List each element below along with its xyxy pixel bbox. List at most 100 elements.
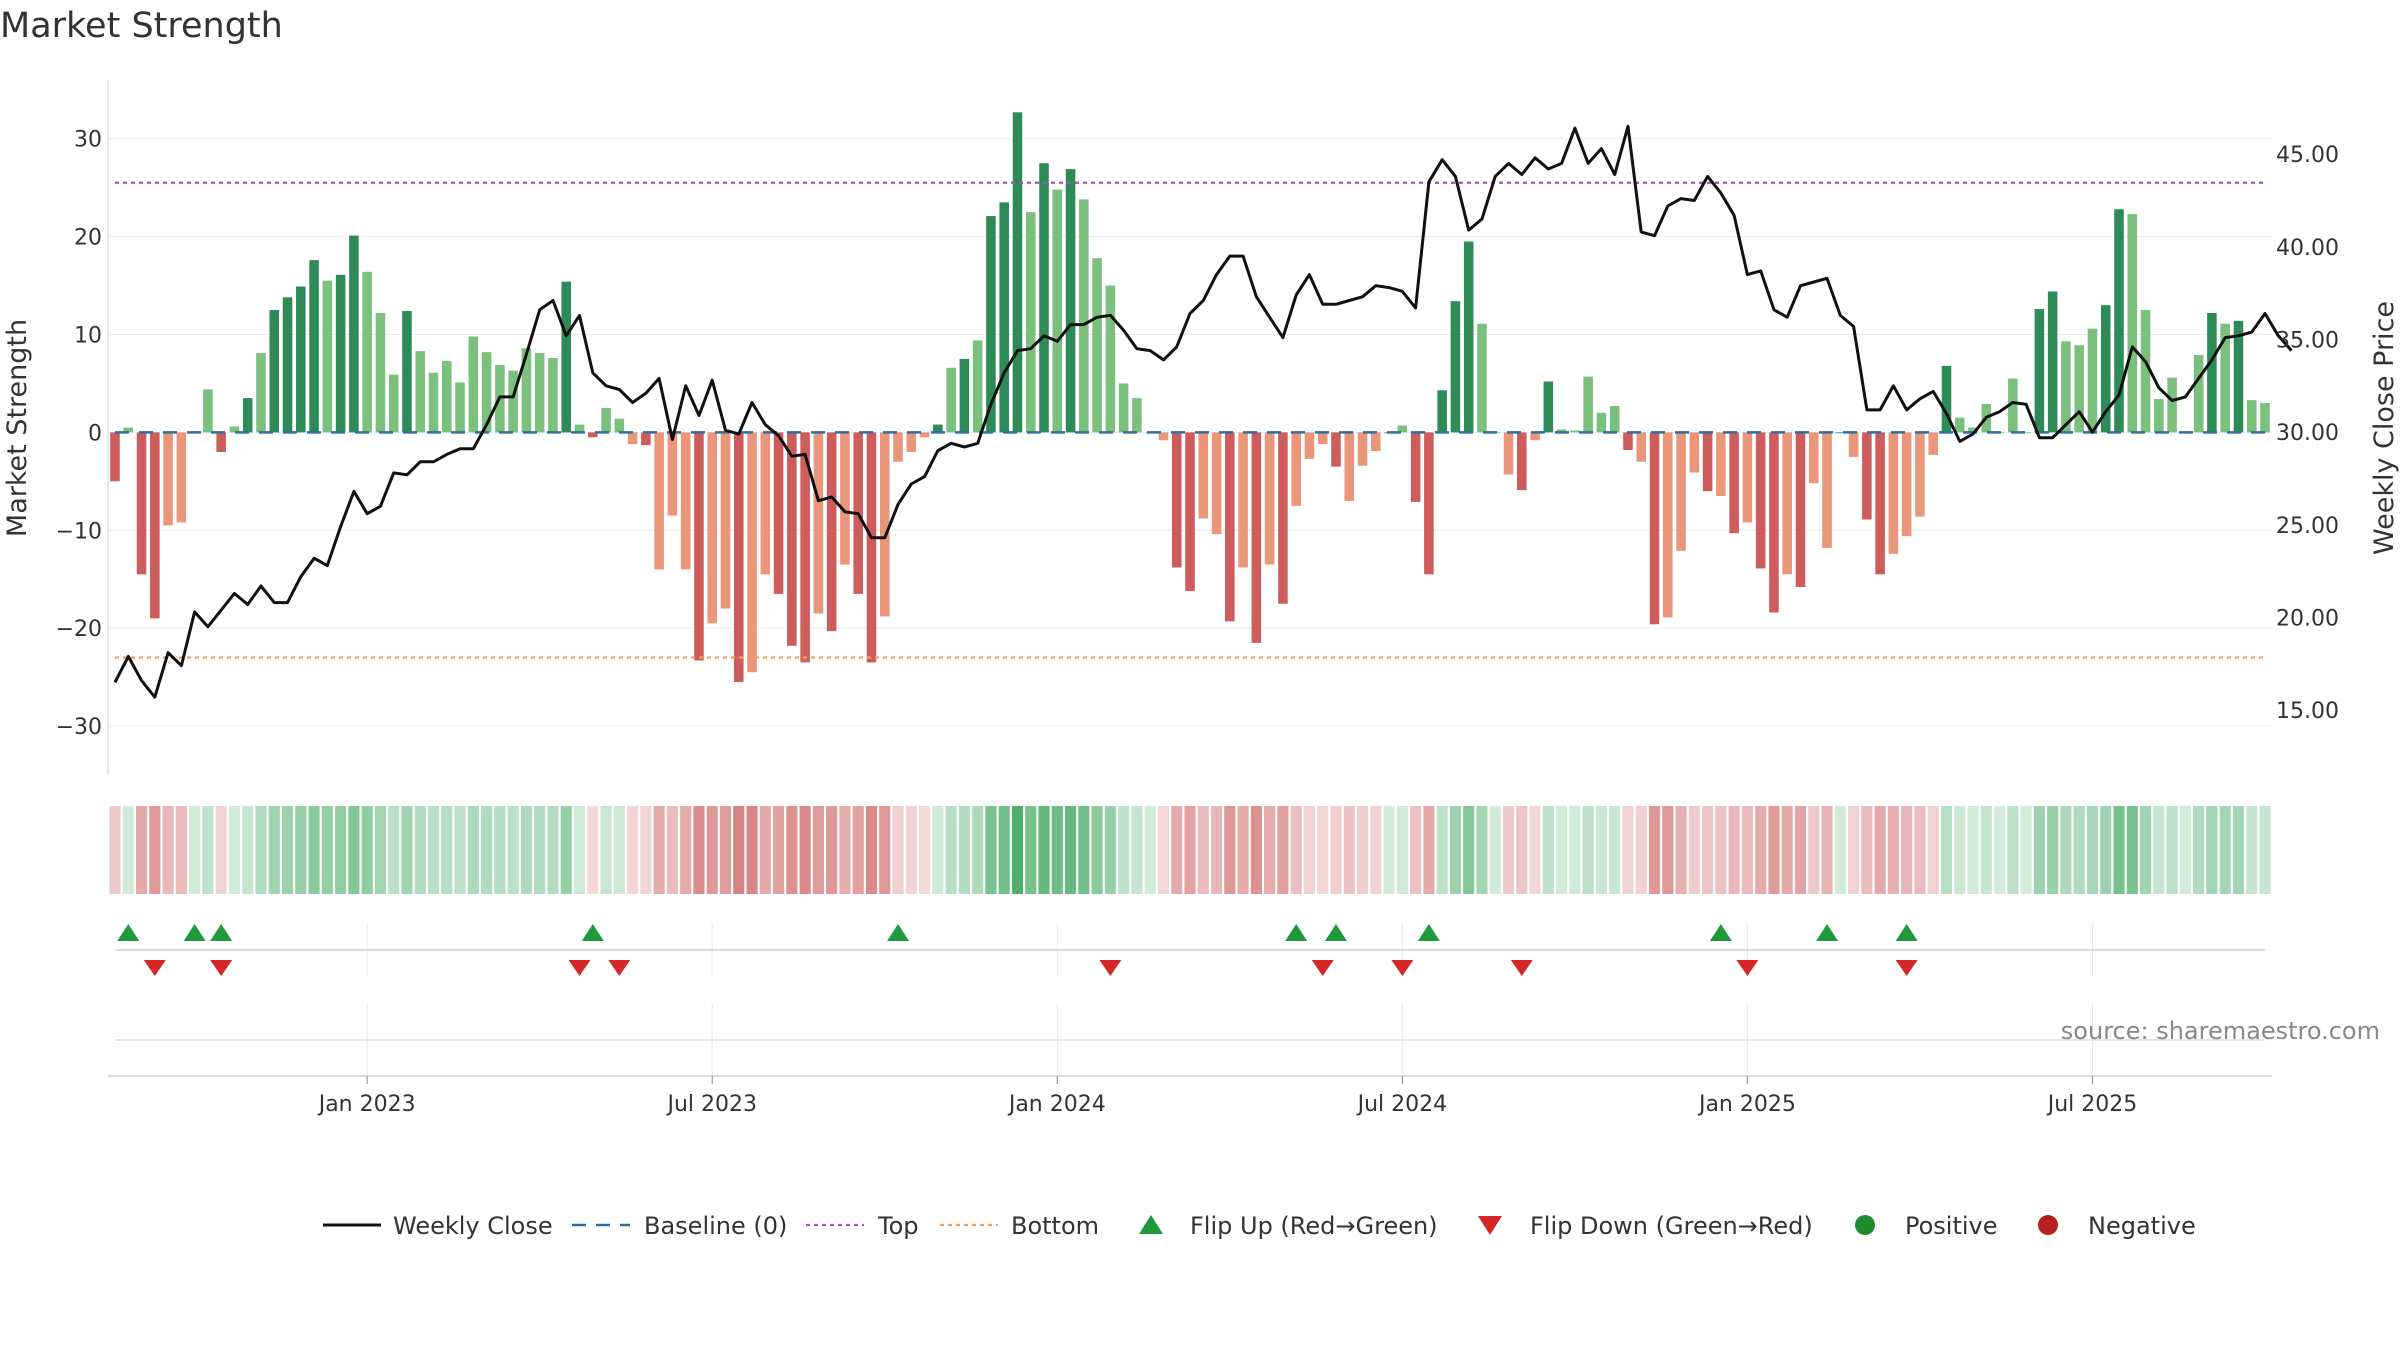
strength-bar bbox=[1357, 432, 1368, 466]
strength-bar bbox=[1410, 432, 1421, 502]
y-right-tick-label: 40.00 bbox=[2276, 236, 2339, 261]
heat-cell bbox=[1927, 806, 1939, 894]
y-left-tick-label: −30 bbox=[56, 715, 102, 740]
heat-cell bbox=[865, 806, 878, 894]
strength-bar bbox=[787, 432, 797, 646]
heat-cell bbox=[1184, 806, 1196, 894]
strength-bar bbox=[548, 358, 558, 433]
strength-bar bbox=[1052, 189, 1063, 433]
strength-bar bbox=[256, 353, 266, 433]
flip-down-marker bbox=[608, 960, 631, 976]
legend-label: Bottom bbox=[1011, 1212, 1099, 1240]
heat-cell bbox=[1635, 806, 1647, 894]
heat-cell bbox=[109, 806, 121, 894]
strength-bar bbox=[1025, 212, 1036, 433]
y-left-tick-label: −20 bbox=[56, 617, 102, 642]
strength-bar bbox=[972, 340, 983, 433]
heat-cell bbox=[321, 806, 333, 894]
heat-cell bbox=[441, 806, 453, 894]
strength-bar bbox=[879, 432, 890, 617]
price-line-layer bbox=[113, 124, 2293, 699]
heat-cell bbox=[733, 806, 745, 894]
strength-bar bbox=[760, 432, 771, 575]
strength-bar bbox=[1875, 432, 1885, 575]
heat-cell bbox=[335, 806, 347, 894]
strength-bar bbox=[1304, 432, 1315, 459]
strength-bar bbox=[999, 202, 1009, 433]
heat-cell bbox=[2126, 806, 2138, 894]
heat-cell bbox=[308, 806, 320, 894]
strength-bar bbox=[893, 432, 903, 462]
strength-bar bbox=[2114, 209, 2124, 433]
strength-bar bbox=[946, 367, 956, 433]
heat-cell bbox=[1595, 806, 1607, 894]
heat-cell bbox=[1848, 806, 1860, 894]
strength-bar bbox=[2074, 345, 2084, 433]
heat-cell bbox=[1755, 806, 1767, 894]
strength-bar bbox=[2140, 310, 2151, 433]
legend-label: Negative bbox=[2088, 1212, 2196, 1240]
strength-bar bbox=[747, 432, 757, 673]
strength-bar bbox=[1530, 432, 1540, 441]
heat-cell bbox=[1423, 806, 1435, 894]
heat-cell bbox=[759, 806, 771, 894]
strength-bar bbox=[720, 432, 731, 609]
strength-bar bbox=[1092, 258, 1102, 433]
strength-bar bbox=[1835, 432, 1846, 434]
strength-bar bbox=[1198, 432, 1209, 519]
reference-lines bbox=[115, 181, 2265, 659]
heat-cell bbox=[1078, 806, 1090, 894]
y-right-axis-label: Weekly Close Price bbox=[2369, 301, 2400, 555]
heat-cell bbox=[388, 806, 400, 894]
heat-cell bbox=[1834, 806, 1846, 894]
grid-layer bbox=[108, 138, 2272, 1075]
strength-bar bbox=[1503, 432, 1514, 475]
heat-cell bbox=[1821, 806, 1833, 894]
legend-swatch-flip-up bbox=[1139, 1215, 1163, 1234]
strength-bar bbox=[1769, 432, 1779, 613]
heat-cell bbox=[295, 806, 307, 894]
strength-bar bbox=[362, 271, 372, 433]
strength-bar bbox=[1822, 432, 1832, 548]
strength-bar bbox=[1729, 432, 1739, 534]
strength-bar bbox=[1808, 432, 1819, 484]
strength-bar bbox=[1583, 376, 1593, 433]
heat-cell bbox=[1383, 806, 1395, 894]
heat-cell bbox=[1011, 806, 1024, 894]
heat-cell bbox=[268, 806, 280, 894]
strength-bars bbox=[110, 112, 2270, 683]
heat-cell bbox=[1131, 806, 1143, 894]
heat-cell bbox=[255, 806, 267, 894]
heat-cell bbox=[587, 806, 599, 894]
strength-bar bbox=[1012, 112, 1023, 433]
heat-cell bbox=[1171, 806, 1183, 894]
heat-cell bbox=[361, 806, 373, 894]
strength-bar bbox=[1556, 429, 1567, 433]
strength-bar bbox=[1888, 432, 1899, 554]
flip-up-marker bbox=[1816, 924, 1839, 941]
heat-cell bbox=[706, 806, 718, 894]
heat-cell bbox=[985, 806, 997, 894]
heat-cell bbox=[1118, 806, 1130, 894]
heat-cell bbox=[2219, 806, 2231, 894]
flip-up-marker bbox=[1285, 924, 1308, 941]
strength-bar bbox=[136, 432, 147, 575]
strength-bar bbox=[2260, 403, 2270, 433]
heat-cell bbox=[1025, 806, 1037, 894]
heat-cell bbox=[228, 806, 241, 894]
heat-cell bbox=[1702, 806, 1714, 894]
heat-cell bbox=[1104, 806, 1116, 894]
y-right-tick-label: 45.00 bbox=[2276, 143, 2339, 168]
x-tick-label: Jan 2024 bbox=[1007, 1092, 1106, 1117]
heat-cell bbox=[892, 806, 904, 894]
heat-cell bbox=[1250, 806, 1262, 894]
heat-cell bbox=[547, 806, 559, 894]
heat-cell bbox=[467, 806, 479, 894]
heat-cell bbox=[1688, 806, 1700, 894]
flip-markers bbox=[117, 924, 1918, 976]
y-right-tick-label: 35.00 bbox=[2276, 328, 2339, 353]
strength-bar bbox=[667, 432, 678, 516]
strength-bar bbox=[1755, 432, 1766, 569]
strength-bar bbox=[1171, 432, 1182, 568]
